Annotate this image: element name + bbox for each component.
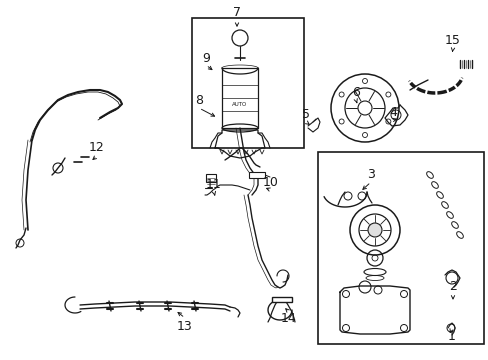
Text: 14: 14 [281, 312, 296, 325]
Text: 5: 5 [302, 108, 309, 121]
Bar [271, 297, 291, 302]
Bar [248, 172, 264, 178]
Text: 2: 2 [448, 279, 456, 292]
Text: 11: 11 [206, 179, 222, 192]
Text: 10: 10 [263, 176, 278, 189]
Text: 8: 8 [195, 94, 203, 107]
Circle shape [367, 223, 381, 237]
Text: 7: 7 [232, 6, 241, 19]
Text: 13: 13 [177, 320, 192, 333]
Text: 12: 12 [89, 141, 104, 154]
Text: 9: 9 [202, 51, 209, 64]
Bar [317, 152, 483, 344]
Text: 3: 3 [366, 168, 374, 181]
Text: 1: 1 [447, 329, 455, 342]
Bar [205, 174, 216, 182]
Text: 6: 6 [351, 86, 359, 99]
Text: 4: 4 [388, 107, 396, 120]
Text: 15: 15 [444, 33, 460, 46]
Text: AUTO: AUTO [232, 103, 247, 108]
Bar [192, 18, 304, 148]
